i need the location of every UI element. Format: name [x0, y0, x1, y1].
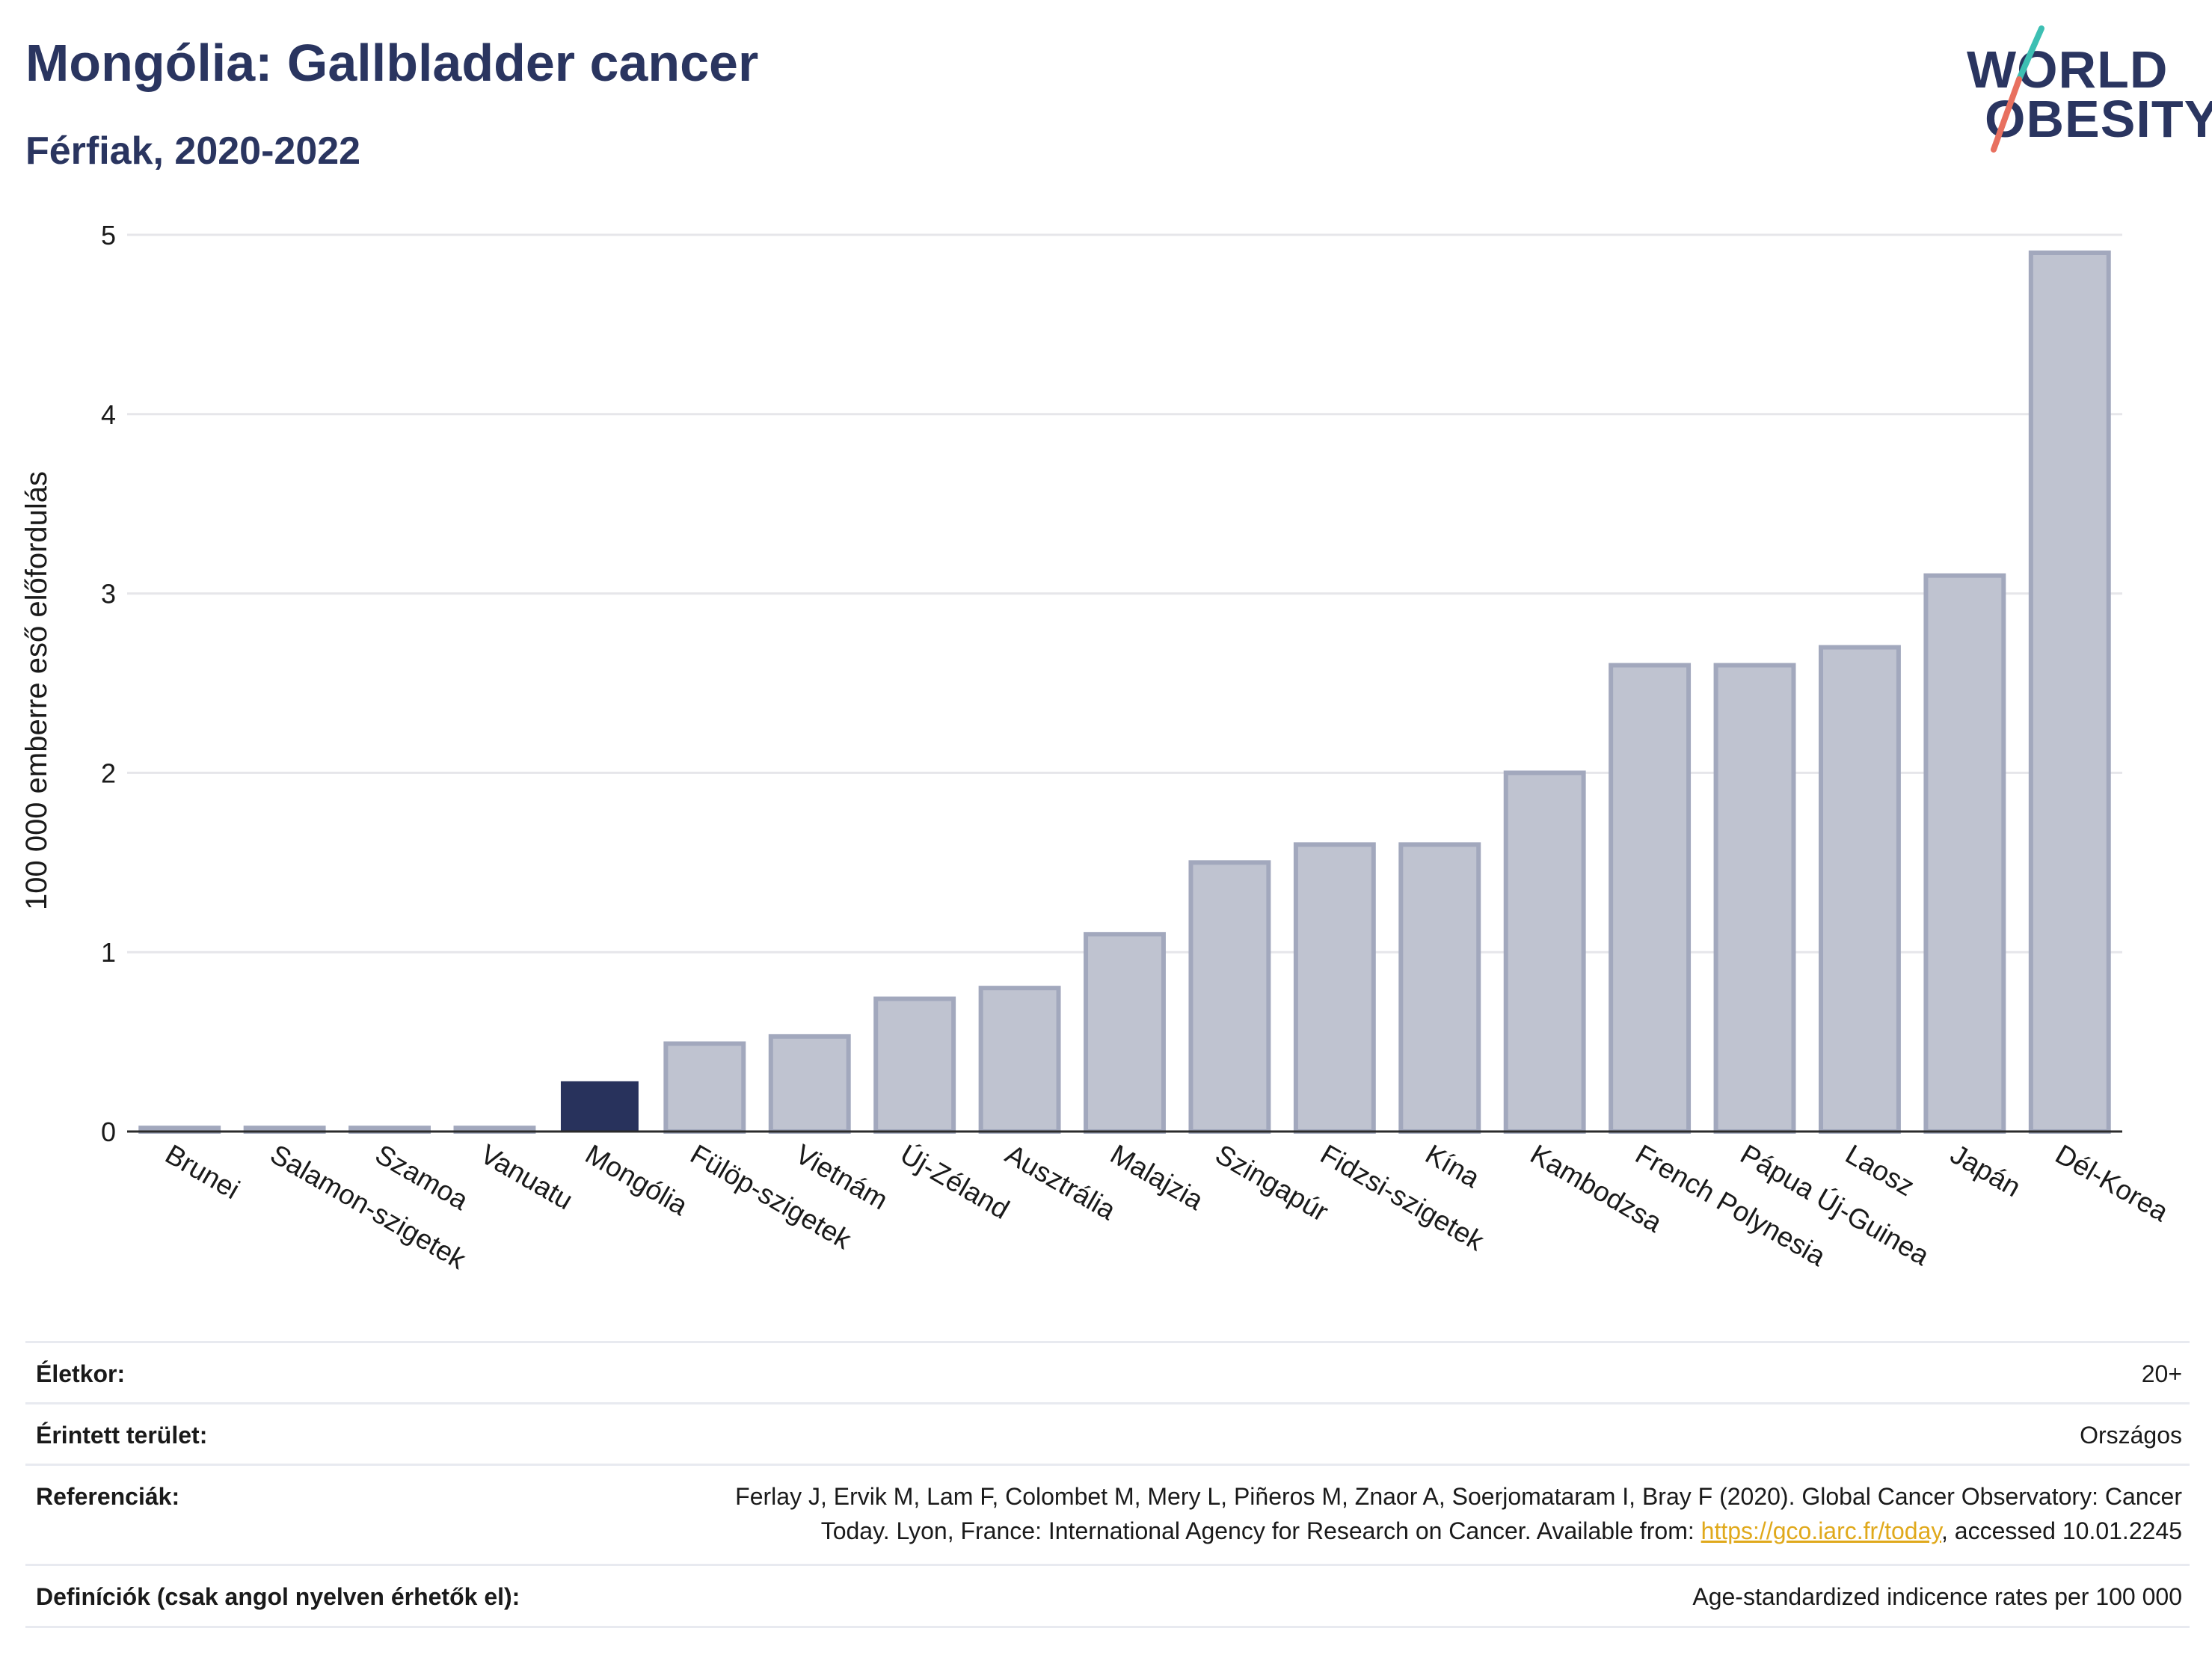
bar [1398, 842, 1481, 1134]
bar [1188, 860, 1271, 1134]
age-value: 20+ [2141, 1360, 2182, 1387]
x-tick-label: Vanuatu [475, 1138, 578, 1215]
age-label: Életkor: [36, 1360, 126, 1387]
logo-line-2: OBESITY [1985, 90, 2212, 148]
references-value: Ferlay J, Ervik M, Lam F, Colombet M, Me… [735, 1479, 2190, 1548]
x-tick-label: Dél-Korea [2050, 1138, 2174, 1227]
bar [1923, 573, 2006, 1134]
bar [1818, 645, 1901, 1134]
x-tick-label: Szingapúr [1210, 1138, 1333, 1227]
chart-title: Mongólia: Gallbladder cancer [25, 34, 759, 92]
y-tick-label: 0 [101, 1117, 116, 1147]
bar [978, 986, 1061, 1134]
bar [2028, 250, 2111, 1134]
info-row-area: Érintett terület: Országos [25, 1402, 2190, 1464]
world-obesity-logo: WORLD OBESITY [1959, 21, 2212, 163]
bar [663, 1041, 746, 1134]
y-axis-ticks: 0 1 2 3 4 5 [101, 220, 116, 1147]
y-axis-title: 100 000 emberre eső előfordulás [20, 471, 53, 910]
x-tick-label: Salamon-szigetek [265, 1138, 472, 1275]
bar [1084, 932, 1166, 1134]
x-tick-label: Mongólia [580, 1138, 693, 1221]
logo-slash-icon [1991, 25, 2044, 153]
bar [1293, 842, 1376, 1134]
y-tick-label: 5 [101, 220, 116, 251]
references-line-1: Ferlay J, Ervik M, Lam F, Colombet M, Me… [735, 1483, 2182, 1510]
info-table: Életkor: 20+ Érintett terület: Országos … [25, 1341, 2190, 1628]
y-tick-label: 4 [101, 399, 116, 430]
area-label: Érintett terület: [36, 1422, 208, 1449]
chart-subtitle: Férfiak, 2020-2022 [25, 129, 361, 173]
x-tick-label: French Polynesia [1630, 1138, 1831, 1272]
x-tick-label: Malajzia [1105, 1138, 1208, 1216]
area-value: Országos [2080, 1422, 2182, 1449]
y-tick-label: 3 [101, 579, 116, 610]
y-tick-label: 2 [101, 758, 116, 788]
x-tick-label: Laosz [1840, 1138, 1920, 1202]
info-row-definitions: Definíciók (csak angol nyelven érhetők e… [25, 1564, 2190, 1628]
logo-line-1: WORLD [1967, 40, 2169, 99]
definitions-value: Age-standardized indicence rates per 100… [1692, 1583, 2182, 1610]
x-tick-label: Új-Zéland [895, 1138, 1014, 1225]
bars [138, 250, 2111, 1134]
references-label: Referenciák: [36, 1483, 180, 1510]
x-tick-label: Pápua Új-Guinea [1736, 1138, 1935, 1271]
x-tick-label: Ausztrália [1001, 1138, 1122, 1226]
info-row-age: Életkor: 20+ [25, 1341, 2190, 1402]
x-tick-label: Japán [1945, 1138, 2026, 1203]
references-link[interactable]: https://gco.iarc.fr/today [1701, 1517, 1941, 1544]
bar [1609, 663, 1692, 1134]
references-line-2-end: , accessed 10.01.2245 [1941, 1517, 2182, 1544]
definitions-label: Definíciók (csak angol nyelven érhetők e… [36, 1583, 520, 1610]
bar [873, 996, 956, 1134]
y-tick-label: 1 [101, 937, 116, 968]
info-row-references: Referenciák: Ferlay J, Ervik M, Lam F, C… [25, 1464, 2190, 1564]
bar [1503, 770, 1586, 1134]
x-tick-label: Brunei [160, 1138, 245, 1205]
bar-highlight [560, 1081, 639, 1132]
bar [768, 1034, 851, 1134]
bar [1713, 663, 1796, 1134]
references-line-2: Today. Lyon, France: International Agenc… [820, 1517, 1701, 1544]
x-tick-label: Kína [1420, 1138, 1485, 1194]
